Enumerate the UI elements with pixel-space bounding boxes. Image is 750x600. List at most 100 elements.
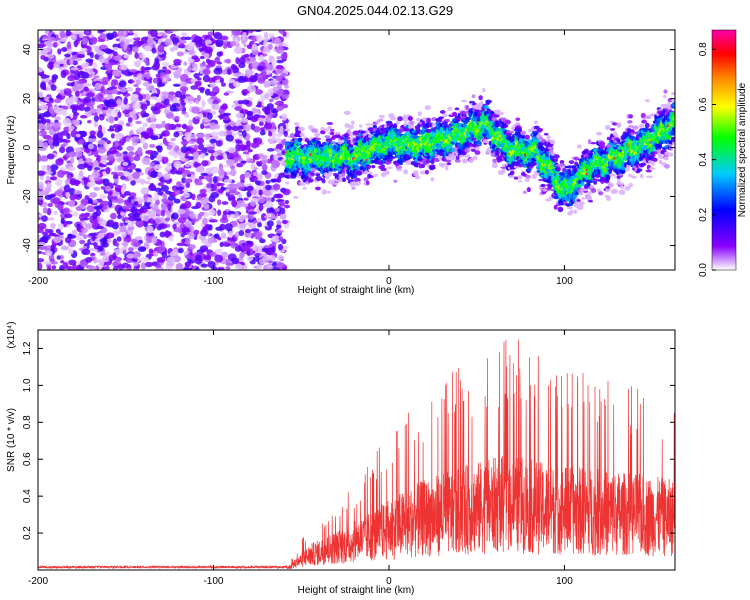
spectrogram-noise-cell bbox=[127, 116, 133, 124]
spectrogram-noise-cell bbox=[140, 256, 150, 262]
spectrogram-noise-cell bbox=[253, 30, 263, 33]
spectrogram-noise-cell bbox=[127, 51, 133, 55]
spectrogram-noise-cell bbox=[152, 250, 159, 257]
spectrogram-noise-cell bbox=[237, 100, 244, 105]
spectrogram-noise-cell bbox=[263, 190, 271, 197]
spectrogram-noise-cell bbox=[92, 212, 98, 220]
spectrogram-noise-cell bbox=[97, 146, 107, 154]
spectrogram-noise-cell bbox=[38, 250, 43, 255]
spectrogram-noise-cell bbox=[187, 65, 193, 72]
spectrogram-noise-cell bbox=[212, 176, 218, 184]
spectrogram-noise-cell bbox=[180, 146, 189, 153]
spectrogram-noise-cell bbox=[133, 253, 139, 259]
spectrogram-noise-cell bbox=[212, 152, 219, 157]
spectrogram-noise-cell bbox=[175, 186, 185, 191]
spectrogram-noise-cell bbox=[256, 173, 263, 181]
spectrogram-noise-cell bbox=[97, 245, 104, 252]
spectrogram-noise-cell bbox=[201, 99, 206, 108]
spectrogram-noise-cell bbox=[278, 30, 286, 34]
spectrogram-noise-cell bbox=[259, 238, 266, 244]
spectrogram-noise-cell bbox=[155, 123, 163, 129]
spectrogram-noise-cell bbox=[272, 80, 280, 84]
spectrogram-noise-cell bbox=[226, 159, 236, 167]
spectrogram-noise-cell bbox=[258, 121, 264, 127]
spectrogram-signal-cell bbox=[424, 169, 430, 175]
spectrogram-noise-cell bbox=[221, 103, 228, 111]
spectrogram-signal-cell bbox=[444, 165, 449, 171]
spectrogram-noise-cell bbox=[272, 93, 279, 98]
spectrogram-noise-cell bbox=[50, 84, 57, 91]
spectrogram-noise-cell bbox=[99, 194, 107, 200]
spectrogram-signal-cell bbox=[407, 115, 413, 121]
spectrogram-noise-cell bbox=[161, 250, 168, 259]
spectrogram-noise-cell bbox=[197, 195, 202, 200]
spectrogram-noise-cell bbox=[132, 171, 140, 179]
spectrogram-noise-cell bbox=[133, 60, 141, 68]
spectrogram-noise-cell bbox=[67, 233, 73, 238]
spectrogram-noise-cell bbox=[54, 137, 59, 145]
spectrogram-noise-cell bbox=[90, 36, 98, 45]
spectrogram-noise-cell bbox=[277, 255, 285, 261]
spectrogram-noise-cell bbox=[213, 67, 223, 75]
spectrogram-noise-cell bbox=[239, 251, 245, 259]
spectrogram-signal-cell bbox=[368, 175, 374, 179]
spectrogram-noise-cell bbox=[83, 83, 92, 87]
spectrogram-noise-cell bbox=[71, 229, 78, 236]
spectrogram-noise-cell bbox=[221, 213, 228, 221]
spectrogram-noise-cell bbox=[151, 64, 160, 71]
spectrogram-noise-cell bbox=[237, 75, 247, 83]
spectrogram-noise-cell bbox=[264, 31, 269, 40]
spectrogram-noise-cell bbox=[40, 81, 47, 89]
spectrogram-noise-cell bbox=[154, 102, 163, 110]
spectrogram-noise-cell bbox=[161, 120, 166, 128]
spectrogram-noise-cell bbox=[239, 222, 247, 229]
spectrogram-noise-cell bbox=[200, 229, 208, 237]
spectrogram-noise-cell bbox=[238, 186, 246, 191]
spectrogram-noise-cell bbox=[223, 178, 233, 184]
spectrogram-noise-cell bbox=[110, 133, 116, 139]
spectrogram-noise-cell bbox=[157, 182, 165, 187]
spectrogram-noise-cell bbox=[279, 212, 287, 220]
spectrogram-noise-cell bbox=[105, 112, 113, 118]
spectrogram-noise-cell bbox=[59, 146, 66, 154]
spectrogram-noise-cell bbox=[86, 205, 95, 213]
spectrogram-noise-cell bbox=[42, 234, 51, 241]
spectrogram-noise-cell bbox=[69, 178, 77, 186]
spectrogram-noise-cell bbox=[265, 201, 274, 209]
spectrogram-noise-cell bbox=[250, 116, 258, 123]
spectrogram-noise-cell bbox=[208, 219, 218, 223]
spectrogram-noise-cell bbox=[222, 210, 228, 216]
spectrogram-noise-cell bbox=[90, 108, 97, 114]
spectrogram-noise-cell bbox=[61, 47, 68, 52]
spectrogram-noise-cell bbox=[193, 161, 199, 168]
spectrogram-noise-cell bbox=[198, 143, 205, 151]
spectrogram-noise-cell bbox=[214, 57, 221, 64]
spectrogram-noise-cell bbox=[104, 265, 110, 270]
spectrogram-signal-cell bbox=[482, 139, 490, 144]
spectrogram-noise-cell bbox=[193, 229, 200, 236]
spectrogram-noise-cell bbox=[164, 217, 171, 222]
spectrogram-noise-cell bbox=[38, 125, 45, 130]
spectrogram-noise-cell bbox=[66, 82, 75, 87]
spectrogram-signal-cell bbox=[325, 173, 333, 177]
spectrogram-noise-cell bbox=[134, 52, 140, 59]
spectrogram-noise-cell bbox=[77, 163, 86, 170]
spectrogram-noise-cell bbox=[51, 265, 57, 270]
spectrogram-noise-cell bbox=[268, 98, 274, 103]
spectrogram-noise-cell bbox=[176, 226, 182, 233]
spectrogram-signal-cell bbox=[300, 183, 306, 187]
spectrogram-noise-cell bbox=[261, 163, 268, 172]
spectrogram-signal-cell bbox=[311, 128, 319, 133]
spectrogram-noise-cell bbox=[72, 119, 81, 127]
spectrogram-noise-cell bbox=[64, 53, 71, 58]
spectrogram-signal-cell bbox=[351, 186, 356, 190]
spectrogram-noise-cell bbox=[256, 161, 261, 166]
spectrogram-noise-cell bbox=[225, 188, 230, 193]
spectrogram-noise-cell bbox=[75, 133, 81, 138]
spectrogram-noise-cell bbox=[189, 225, 195, 232]
spectrogram-signal-cell bbox=[315, 173, 321, 177]
spectrogram-noise-cell bbox=[107, 98, 116, 106]
spectrogram-noise-cell bbox=[167, 195, 176, 201]
spectrogram-noise-cell bbox=[85, 157, 93, 163]
spectrogram-noise-cell bbox=[189, 213, 197, 219]
